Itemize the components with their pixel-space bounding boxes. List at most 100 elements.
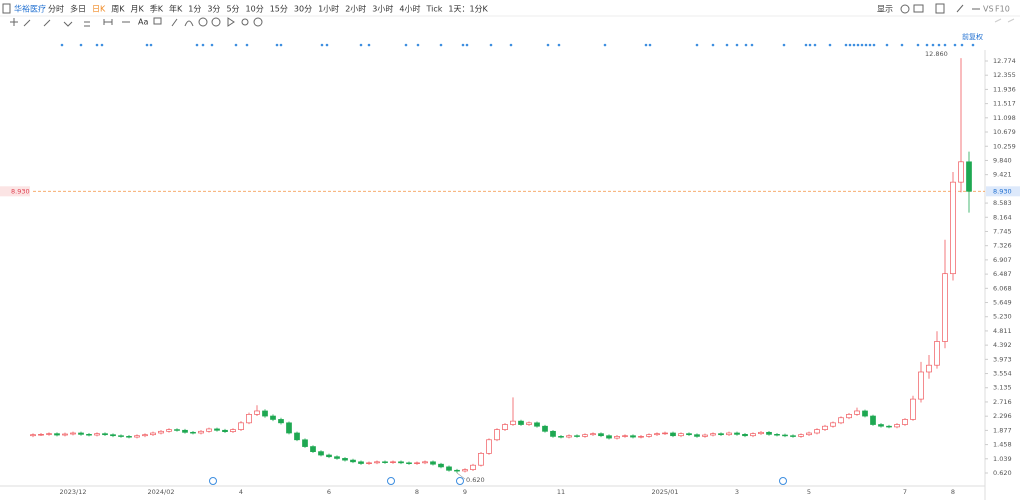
period-button[interactable]: 1小时 — [318, 4, 339, 14]
event-marker[interactable] — [387, 477, 395, 485]
event-dot[interactable] — [953, 43, 957, 47]
y-tick-label: 12.355 — [993, 71, 1016, 79]
period-button[interactable]: 15分 — [270, 5, 288, 14]
event-dot[interactable] — [848, 43, 852, 47]
vs-button[interactable]: VS — [983, 5, 994, 14]
event-dot[interactable] — [509, 43, 513, 47]
event-dot[interactable] — [60, 43, 64, 47]
event-dot[interactable] — [813, 43, 817, 47]
y-tick-label: 2.296 — [993, 412, 1012, 420]
event-dot[interactable] — [960, 43, 964, 47]
period-button[interactable]: 5分 — [226, 5, 239, 14]
event-dot[interactable] — [916, 43, 920, 47]
event-dot[interactable] — [275, 43, 279, 47]
event-dot[interactable] — [404, 43, 408, 47]
candle-body — [422, 461, 428, 464]
period-button[interactable]: 3小时 — [372, 4, 393, 14]
event-dot[interactable] — [804, 43, 808, 47]
candle-body — [70, 432, 76, 435]
period-button[interactable]: 1天：1分K — [448, 5, 488, 14]
symbol[interactable]: 华裕医疗 — [14, 4, 46, 14]
event-dot[interactable] — [852, 43, 856, 47]
period-button[interactable]: 2小时 — [345, 4, 366, 14]
event-dot[interactable] — [735, 43, 739, 47]
period-button[interactable]: Tick — [425, 5, 442, 14]
event-dot[interactable] — [872, 43, 876, 47]
f10-button[interactable]: F10 — [995, 5, 1010, 14]
font-tool[interactable]: Aa — [138, 18, 148, 27]
event-dot[interactable] — [725, 43, 729, 47]
event-marker[interactable] — [779, 477, 787, 485]
event-dot[interactable] — [864, 43, 868, 47]
period-button[interactable]: 日K — [92, 5, 106, 14]
event-dot[interactable] — [325, 43, 329, 47]
event-dot[interactable] — [95, 43, 99, 47]
event-dot[interactable] — [145, 43, 149, 47]
event-dot[interactable] — [644, 43, 648, 47]
event-dot[interactable] — [234, 43, 238, 47]
event-marker[interactable] — [209, 477, 217, 485]
event-dot[interactable] — [971, 43, 975, 47]
event-dot[interactable] — [79, 43, 83, 47]
candle-body — [62, 433, 68, 436]
event-dot[interactable] — [856, 43, 860, 47]
event-dot[interactable] — [868, 43, 872, 47]
candle-body — [878, 424, 884, 427]
period-button[interactable]: 周K — [111, 5, 125, 14]
event-dot[interactable] — [937, 43, 941, 47]
event-dot[interactable] — [943, 43, 947, 47]
period-button[interactable]: 年K — [169, 4, 183, 14]
period-button[interactable]: 季K — [150, 4, 164, 14]
event-dot[interactable] — [149, 43, 153, 47]
event-dot[interactable] — [210, 43, 214, 47]
event-dot[interactable] — [439, 43, 443, 47]
event-dot[interactable] — [782, 43, 786, 47]
event-dot[interactable] — [465, 43, 469, 47]
event-dot[interactable] — [603, 43, 607, 47]
event-dot[interactable] — [750, 43, 754, 47]
display-button[interactable]: 显示 — [877, 5, 893, 14]
event-dot[interactable] — [695, 43, 699, 47]
event-dot[interactable] — [100, 43, 104, 47]
event-dot[interactable] — [461, 43, 465, 47]
event-dot[interactable] — [744, 43, 748, 47]
event-dot[interactable] — [844, 43, 848, 47]
event-dot[interactable] — [900, 43, 904, 47]
period-button[interactable]: 分时 — [48, 4, 64, 14]
candle-body — [830, 422, 836, 427]
candle-body — [38, 434, 44, 436]
period-button[interactable]: 月K — [131, 5, 145, 14]
period-button[interactable]: 1分 — [188, 5, 201, 14]
event-dot[interactable] — [711, 43, 715, 47]
event-dot[interactable] — [808, 43, 812, 47]
event-dot[interactable] — [828, 43, 832, 47]
y-tick-label: 9.840 — [993, 156, 1012, 164]
period-button[interactable]: 多日 — [70, 4, 86, 14]
adjust-label[interactable]: 前复权 — [962, 32, 983, 41]
period-button[interactable]: 3分 — [207, 5, 220, 14]
event-dot[interactable] — [367, 43, 371, 47]
event-dot[interactable] — [359, 43, 363, 47]
event-dot[interactable] — [416, 43, 420, 47]
candle-body — [542, 425, 548, 432]
event-dot[interactable] — [860, 43, 864, 47]
event-dot[interactable] — [279, 43, 283, 47]
event-dot[interactable] — [925, 43, 929, 47]
event-dot[interactable] — [546, 43, 550, 47]
candle-body — [558, 436, 564, 438]
event-dot[interactable] — [320, 43, 324, 47]
event-dot[interactable] — [201, 43, 205, 47]
period-button[interactable]: 4小时 — [399, 4, 420, 14]
event-dot[interactable] — [931, 43, 935, 47]
period-button[interactable]: 10分 — [246, 5, 264, 14]
event-dot[interactable] — [557, 43, 561, 47]
event-dot[interactable] — [885, 43, 889, 47]
event-dot[interactable] — [648, 43, 652, 47]
event-dot[interactable] — [245, 43, 249, 47]
event-dot[interactable] — [195, 43, 199, 47]
event-dot[interactable] — [489, 43, 493, 47]
candle-body — [398, 461, 404, 464]
event-marker[interactable] — [456, 477, 464, 485]
candle-body — [78, 432, 84, 435]
period-button[interactable]: 30分 — [294, 5, 312, 14]
